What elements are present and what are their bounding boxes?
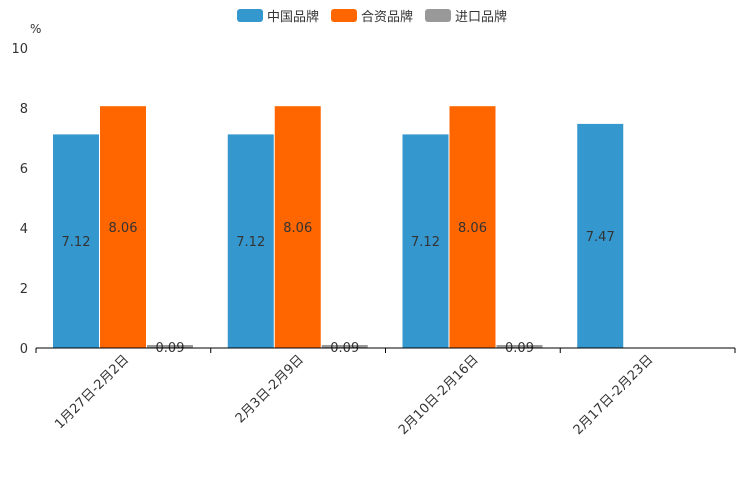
y-tick-label-4: 8: [20, 102, 28, 117]
x-tick-label-1: 2月3日-2月9日: [233, 352, 307, 426]
legend-label-china-brand: 中国品牌: [266, 10, 319, 25]
y-axis: 0 2 4 6 8 10: [11, 42, 28, 357]
y-axis-unit-label: %: [30, 22, 41, 36]
data-label-series-0-cat-1: 7.12: [236, 235, 265, 250]
x-tick-label-3: 2月17日-2月23日: [571, 352, 657, 438]
bars: 7.12 7.12 7.12 7.478.06 8.06 8.060.09 0.09 0.09: [53, 106, 624, 356]
bar-series-0-cat-3[interactable]: [577, 123, 624, 349]
y-tick-label-5: 10: [11, 42, 28, 57]
bar-series-0-cat-2[interactable]: [402, 134, 449, 348]
legend-item-china-brand[interactable]: 中国品牌: [236, 6, 319, 25]
legend-item-import-brand[interactable]: 进口品牌: [425, 6, 507, 25]
legend-label-joint-venture-brand: 合资品牌: [360, 10, 413, 25]
y-tick-label-1: 2: [20, 282, 28, 297]
x-axis: 1月27日-2月2日 2月3日-2月9日 2月10日-2月16日 2月17日-2月23…: [35, 347, 736, 438]
data-label-series-1-cat-2: 8.06: [458, 221, 487, 236]
data-label-series-1-cat-1: 8.06: [283, 221, 312, 236]
legend-item-joint-venture-brand[interactable]: 合资品牌: [330, 6, 413, 25]
bar-series-1-cat-2[interactable]: [449, 106, 496, 348]
data-label-series-0-cat-2: 7.12: [411, 235, 440, 250]
legend-label-import-brand: 进口品牌: [455, 10, 508, 25]
data-label-series-1-cat-0: 8.06: [109, 221, 138, 236]
bar-series-2-cat-0[interactable]: [147, 345, 193, 348]
legend-swatch-joint-venture-brand: [330, 9, 357, 22]
bar-series-2-cat-2[interactable]: [496, 345, 543, 348]
legend: 中国品牌 合资品牌 进口品牌: [0, 6, 744, 25]
bar-series-2-cat-1[interactable]: [321, 345, 368, 348]
y-tick-label-2: 4: [20, 222, 28, 237]
bar-series-1-cat-0[interactable]: [100, 106, 146, 348]
legend-swatch-import-brand: [425, 9, 451, 22]
bar-series-0-cat-1[interactable]: [227, 134, 274, 348]
x-tick-label-2: 2月10日-2月16日: [396, 352, 482, 438]
data-label-series-0-cat-0: 7.12: [62, 235, 91, 250]
legend-swatch-china-brand: [236, 9, 263, 22]
x-tick-label-0: 1月27日-2月2日: [52, 352, 132, 432]
data-label-series-0-cat-3: 7.47: [586, 230, 615, 245]
y-tick-label-0: 0: [20, 342, 28, 357]
bar-series-1-cat-1[interactable]: [274, 106, 321, 348]
y-tick-label-3: 6: [20, 162, 28, 177]
bar-series-0-cat-0[interactable]: [53, 134, 99, 348]
